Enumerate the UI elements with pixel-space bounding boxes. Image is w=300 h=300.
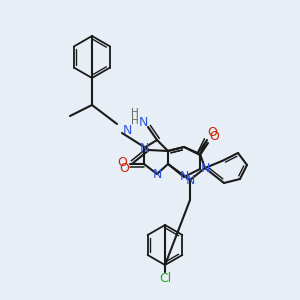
Text: N: N: [139, 142, 149, 154]
Text: N: N: [122, 124, 132, 136]
Text: N: N: [185, 173, 195, 187]
Text: H: H: [131, 116, 139, 126]
Text: N: N: [179, 170, 189, 184]
Text: N: N: [200, 161, 210, 175]
Text: O: O: [119, 161, 129, 175]
Text: N: N: [152, 167, 162, 181]
Text: O: O: [207, 127, 217, 140]
Text: N: N: [138, 116, 148, 128]
Text: O: O: [209, 130, 219, 143]
Text: Cl: Cl: [159, 272, 171, 284]
Text: H: H: [131, 108, 139, 118]
Text: O: O: [117, 155, 127, 169]
